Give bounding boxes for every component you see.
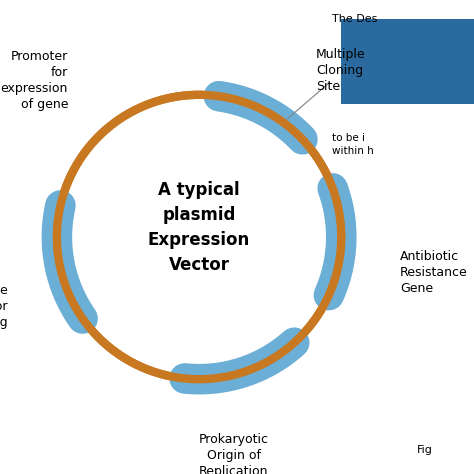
Text: Promoter
for
expression
of gene: Promoter for expression of gene (0, 50, 68, 111)
Text: A typical
plasmid
Expression
Vector: A typical plasmid Expression Vector (148, 181, 250, 274)
Text: to be i
within h: to be i within h (332, 133, 374, 156)
FancyBboxPatch shape (341, 19, 474, 104)
Text: Fig: Fig (417, 445, 433, 455)
Text: Prokaryotic
Origin of
Replication: Prokaryotic Origin of Replication (199, 433, 269, 474)
Text: Antibiotic
Resistance
Gene: Antibiotic Resistance Gene (400, 250, 467, 295)
Text: Multiple
Cloning
Site: Multiple Cloning Site (316, 47, 365, 92)
Text: Selectable
Marker for
Screening: Selectable Marker for Screening (0, 284, 8, 329)
Text: The Des: The Des (332, 14, 377, 24)
